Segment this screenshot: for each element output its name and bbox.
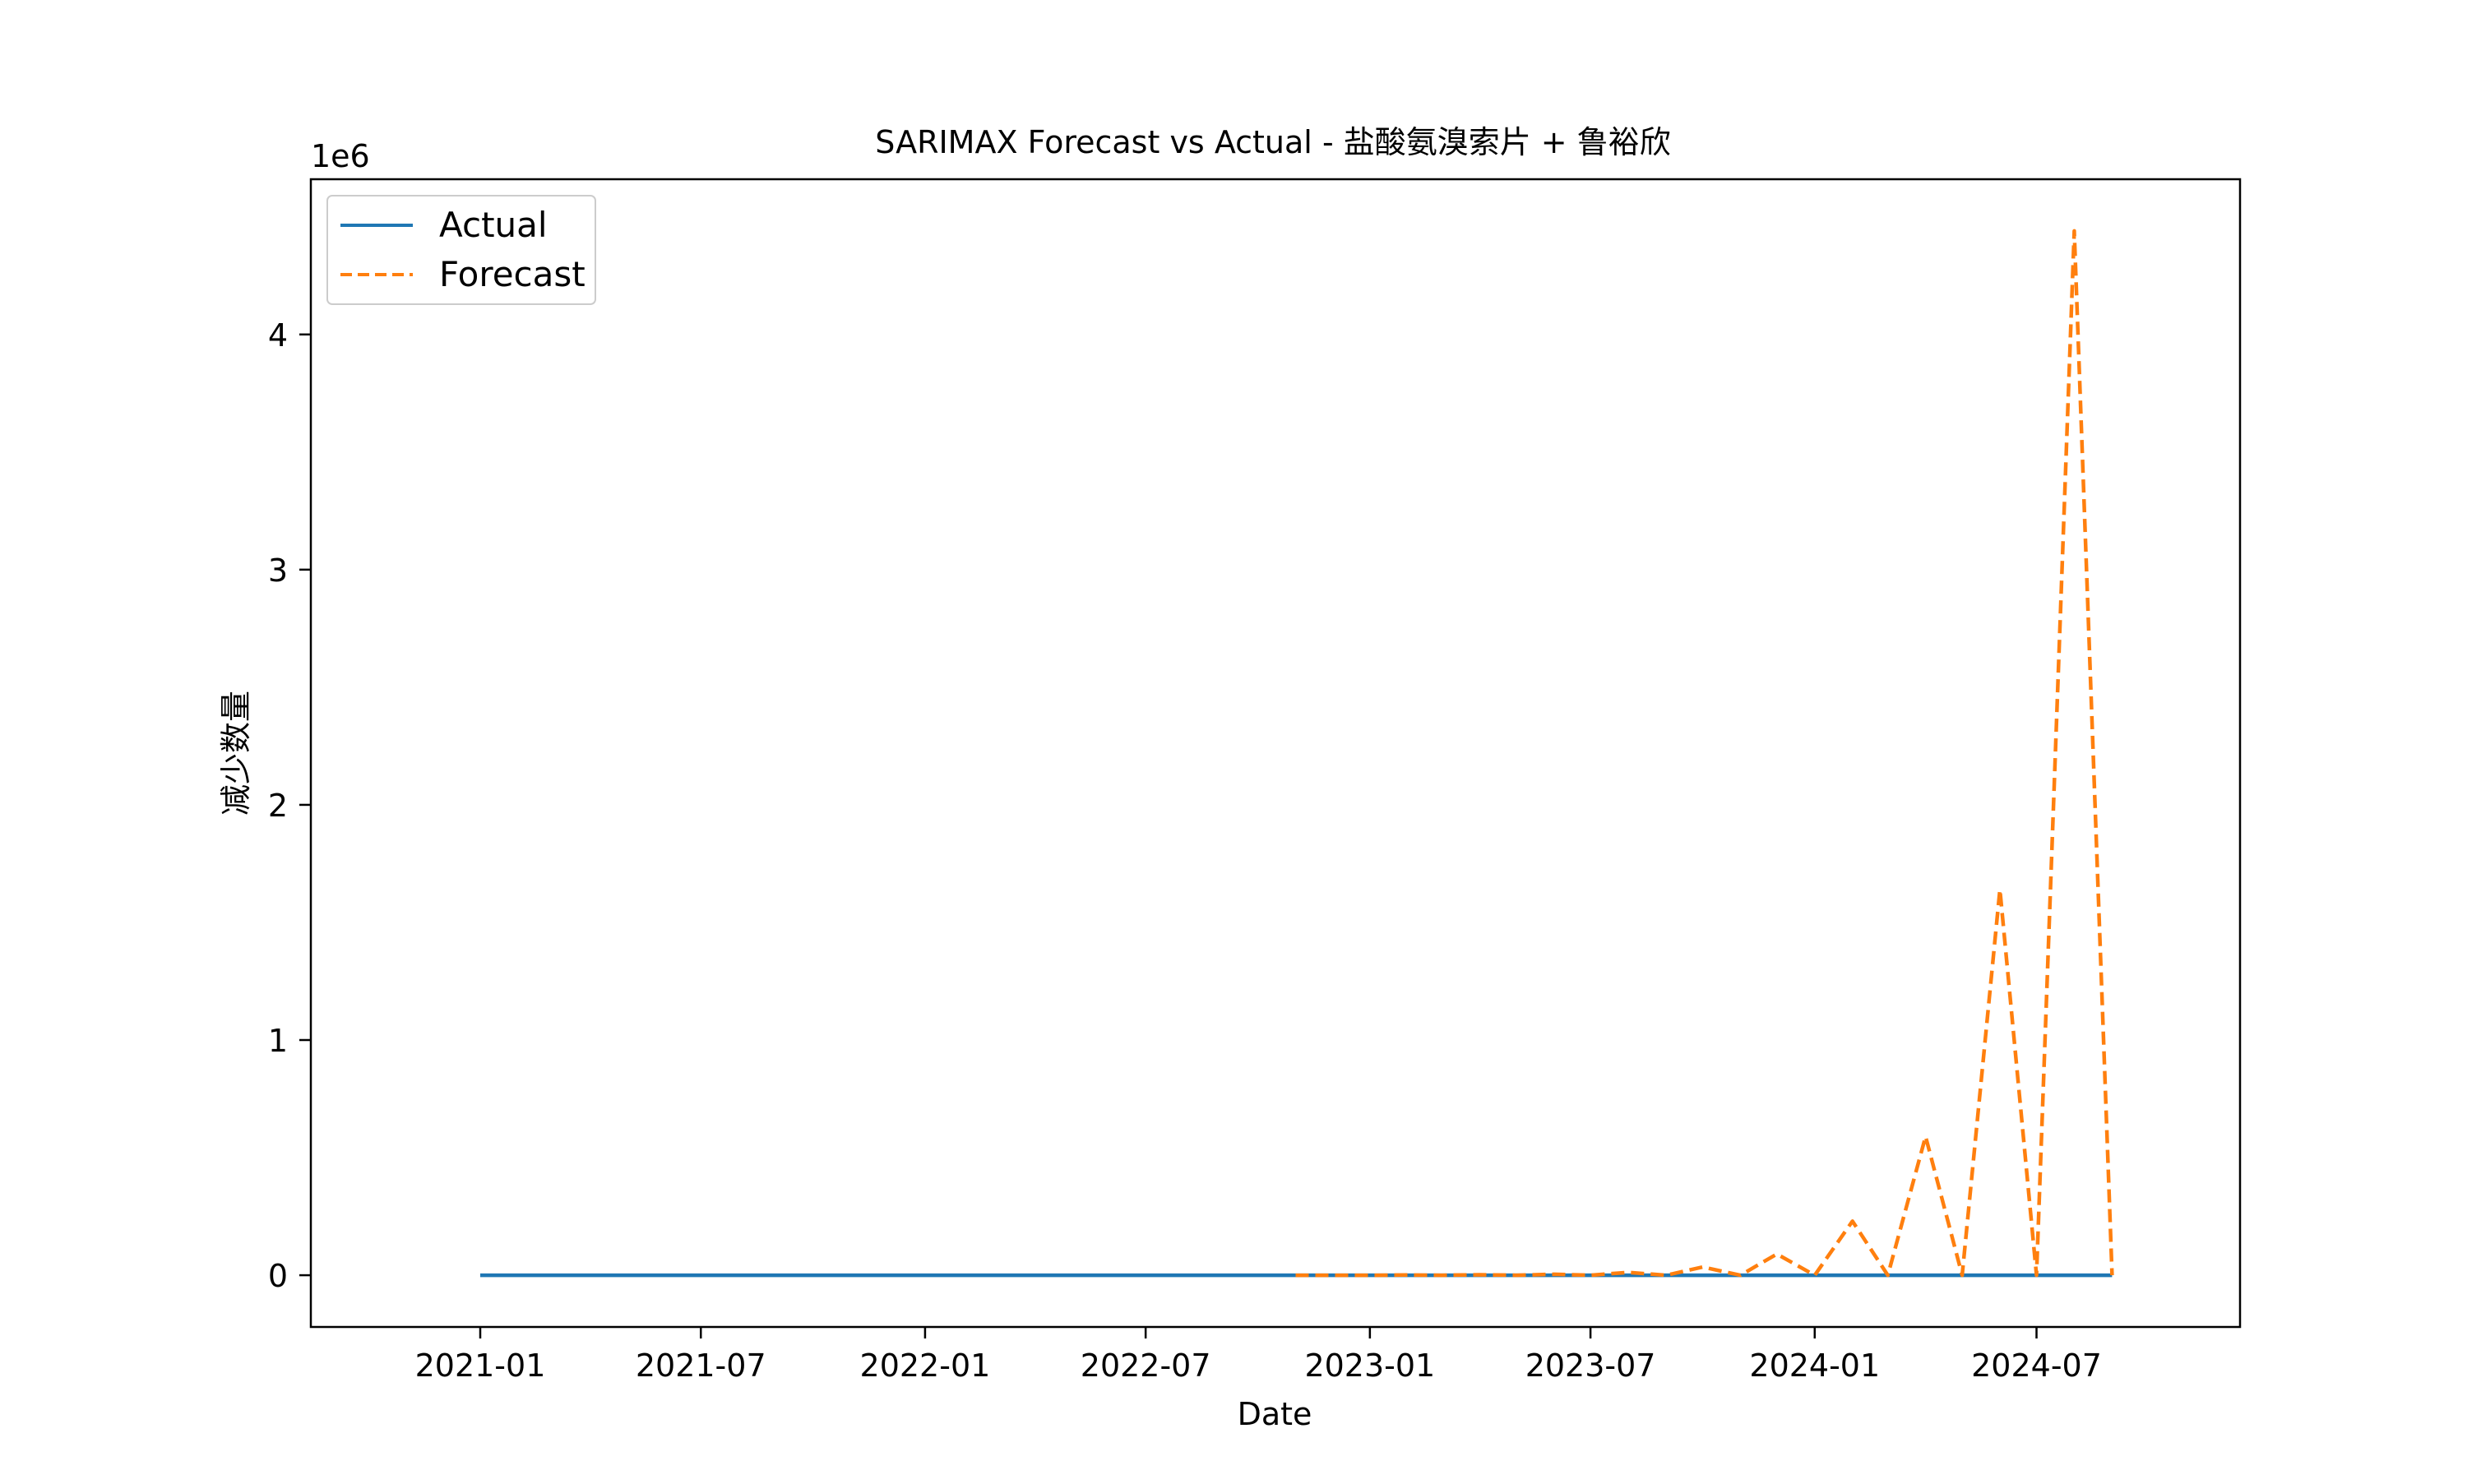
x-axis-label: Date: [1238, 1396, 1312, 1432]
legend-entry-forecast: Forecast: [439, 254, 586, 294]
x-tick-label: 2024-01: [1749, 1348, 1880, 1384]
y-tick-label: 2: [268, 788, 288, 824]
y-axis: 0 1 2 3 4: [268, 317, 311, 1294]
legend: Actual Forecast: [326, 195, 596, 305]
x-tick-label: 2023-01: [1304, 1348, 1435, 1384]
x-tick-label: 2021-01: [415, 1348, 546, 1384]
x-tick-label: 2022-07: [1081, 1348, 1211, 1384]
plot-frame: [309, 178, 2242, 1329]
y-tick-label: 1: [268, 1023, 288, 1059]
x-tick-label: 2022-01: [860, 1348, 991, 1384]
legend-entry-actual: Actual: [439, 205, 548, 245]
y-tick-label: 4: [268, 317, 288, 354]
y-scale-label: 1e6: [311, 138, 370, 174]
chart-title: SARIMAX Forecast vs Actual - 盐酸氨溴索片 + 鲁裕…: [875, 124, 1670, 160]
y-tick-label: 3: [268, 552, 288, 589]
x-axis: 2021-01 2021-07 2022-01 2022-07 2023-01 2023-…: [415, 1327, 2102, 1384]
x-tick-label: 2024-07: [1971, 1348, 2102, 1384]
legend-frame: [326, 195, 596, 305]
y-tick-label: 0: [268, 1258, 288, 1294]
x-tick-label: 2021-07: [636, 1348, 766, 1384]
x-tick-label: 2023-07: [1525, 1348, 1656, 1384]
plot-area: [480, 229, 2114, 1278]
y-axis-label: 减少数量: [218, 691, 254, 816]
